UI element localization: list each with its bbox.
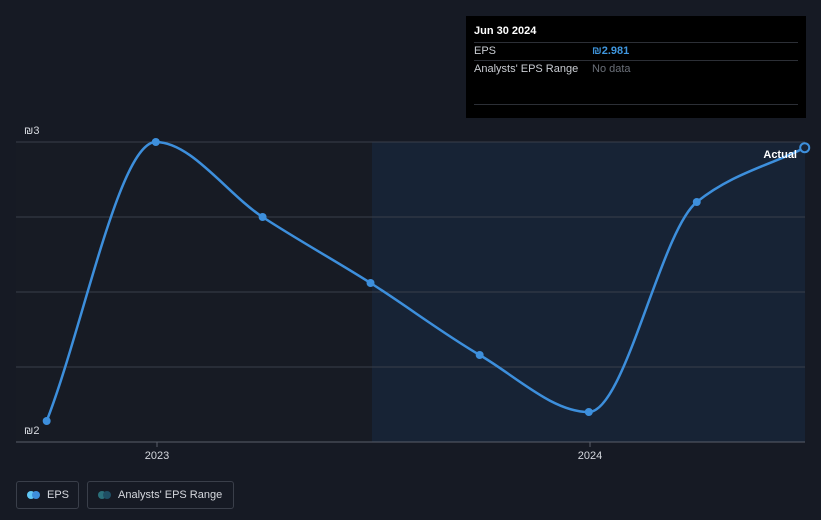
legend-eps-label: EPS: [47, 489, 70, 501]
tooltip-range-value: No data: [592, 63, 631, 75]
eps-point[interactable]: [475, 351, 484, 359]
tooltip-date: Jun 30 2024: [474, 25, 537, 37]
x-tick-2024: 2024: [578, 450, 602, 462]
y-tick-bottom: ₪2: [24, 425, 39, 437]
grid-lines: [16, 141, 805, 368]
tooltip-eps-row: EPS ₪2.981: [474, 42, 798, 60]
legend-eps[interactable]: EPS: [16, 481, 79, 509]
eps-point[interactable]: [151, 138, 160, 146]
eps-point[interactable]: [258, 213, 267, 221]
eps-point[interactable]: [799, 142, 811, 154]
eps-swatch-icon: [27, 491, 40, 499]
eps-points: [42, 138, 811, 425]
eps-point[interactable]: [584, 408, 593, 416]
actual-label: Actual: [763, 149, 797, 161]
range-swatch-icon: [98, 491, 111, 499]
x-tick-2023: 2023: [145, 450, 169, 462]
tooltip-range-row: Analysts' EPS Range No data: [474, 60, 798, 78]
legend-analyst-range[interactable]: Analysts' EPS Range: [87, 481, 234, 509]
eps-series-line: [45, 140, 806, 422]
eps-point[interactable]: [366, 279, 375, 287]
tooltip-eps-label: EPS: [474, 45, 497, 57]
eps-point[interactable]: [42, 417, 51, 425]
tooltip-divider: [474, 104, 798, 105]
tooltip-range-label: Analysts' EPS Range: [474, 63, 579, 75]
eps-point[interactable]: [692, 198, 701, 206]
tooltip: Jun 30 2024 EPS ₪2.981 Analysts' EPS Ran…: [466, 16, 806, 118]
tooltip-eps-value: ₪2.981: [592, 45, 630, 57]
legend-range-label: Analysts' EPS Range: [118, 489, 223, 501]
y-tick-top: ₪3: [24, 125, 39, 137]
